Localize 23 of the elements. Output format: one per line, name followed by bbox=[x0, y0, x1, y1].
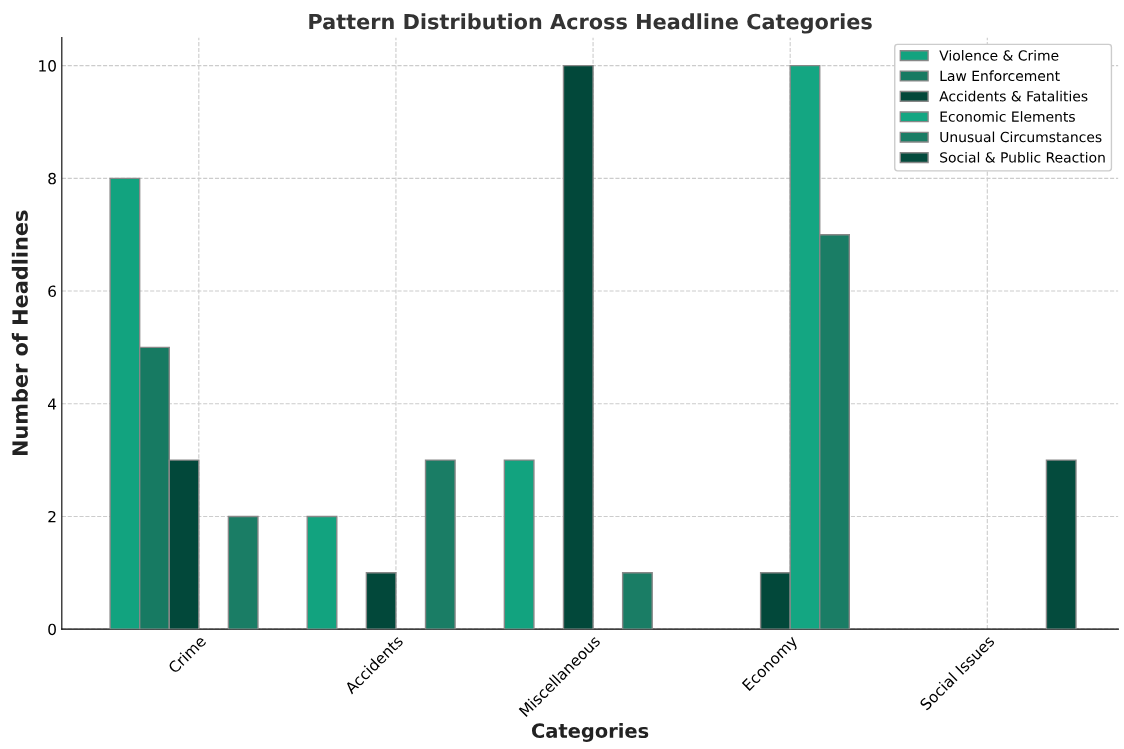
bar bbox=[503, 459, 535, 630]
legend-label: Economic Elements bbox=[940, 111, 1075, 122]
bar bbox=[227, 515, 259, 630]
y-tick-label: 0 bbox=[48, 623, 56, 636]
y-tick-label: 4 bbox=[47, 398, 57, 410]
bar bbox=[1045, 459, 1077, 630]
y-tick-label: 2 bbox=[48, 510, 56, 523]
bar bbox=[562, 64, 594, 630]
legend-label: Social & Public Reaction bbox=[940, 151, 1105, 163]
bar bbox=[306, 515, 338, 630]
x-axis-title: Categories bbox=[531, 722, 649, 742]
legend-label: Violence & Crime bbox=[939, 49, 1059, 61]
legend-label: Unusual Circumstances bbox=[940, 131, 1102, 143]
bar bbox=[424, 459, 456, 630]
y-tick-label: 8 bbox=[48, 172, 56, 185]
legend-label: Law Enforcement bbox=[940, 70, 1060, 82]
legend-label: Accidents & Fatalities bbox=[939, 90, 1088, 102]
bar bbox=[365, 572, 397, 630]
bar bbox=[621, 572, 653, 630]
y-tick-label: 6 bbox=[48, 285, 56, 298]
y-axis-title: Number of Headlines bbox=[11, 210, 28, 456]
chart-title: Pattern Distribution Across Headline Categories bbox=[309, 13, 872, 34]
y-tick-label: 10 bbox=[39, 60, 56, 72]
